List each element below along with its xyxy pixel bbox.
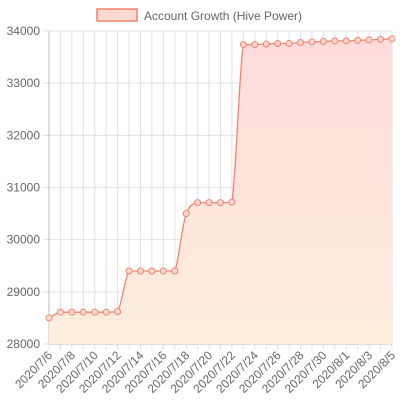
- data-point[interactable]: [239, 41, 247, 49]
- legend-swatch[interactable]: [96, 8, 138, 22]
- data-point[interactable]: [91, 308, 99, 316]
- y-tick-label: 32000: [7, 128, 41, 142]
- series-area: [49, 38, 392, 344]
- data-point[interactable]: [308, 38, 316, 46]
- y-tick-label: 28000: [7, 337, 41, 351]
- data-point[interactable]: [319, 37, 327, 45]
- data-point[interactable]: [159, 267, 167, 275]
- data-point[interactable]: [182, 210, 190, 218]
- data-point[interactable]: [365, 36, 373, 44]
- data-point[interactable]: [79, 308, 87, 316]
- data-point[interactable]: [354, 36, 362, 44]
- data-point[interactable]: [251, 41, 259, 49]
- data-point[interactable]: [228, 198, 236, 206]
- data-points: [45, 35, 396, 322]
- y-tick-label: 29000: [7, 285, 41, 299]
- data-point[interactable]: [342, 37, 350, 45]
- data-point[interactable]: [388, 35, 396, 43]
- data-point[interactable]: [262, 40, 270, 48]
- y-tick-label: 30000: [7, 233, 41, 247]
- data-point[interactable]: [148, 267, 156, 275]
- data-point[interactable]: [114, 308, 122, 316]
- data-point[interactable]: [45, 314, 53, 322]
- x-axis-ticks: 2020/7/62020/7/82020/7/102020/7/122020/7…: [12, 348, 398, 396]
- y-axis-ticks: 28000 29000 30000 31000 32000 33000 34000: [7, 24, 41, 351]
- data-point[interactable]: [205, 199, 213, 207]
- data-point[interactable]: [331, 37, 339, 45]
- data-point[interactable]: [377, 35, 385, 43]
- y-tick-label: 34000: [7, 24, 41, 38]
- data-point[interactable]: [102, 308, 110, 316]
- data-point[interactable]: [274, 40, 282, 48]
- data-point[interactable]: [285, 40, 293, 48]
- data-point[interactable]: [56, 308, 64, 316]
- legend-label[interactable]: Account Growth (Hive Power): [144, 9, 302, 23]
- legend[interactable]: Account Growth (Hive Power): [96, 8, 302, 23]
- data-point[interactable]: [136, 267, 144, 275]
- y-tick-label: 31000: [7, 181, 41, 195]
- data-point[interactable]: [125, 267, 133, 275]
- data-point[interactable]: [217, 199, 224, 207]
- y-tick-label: 33000: [7, 76, 41, 90]
- data-point[interactable]: [297, 38, 305, 46]
- data-point[interactable]: [194, 199, 202, 207]
- area-fill: [49, 38, 392, 344]
- data-point[interactable]: [171, 267, 179, 275]
- data-point[interactable]: [68, 308, 76, 316]
